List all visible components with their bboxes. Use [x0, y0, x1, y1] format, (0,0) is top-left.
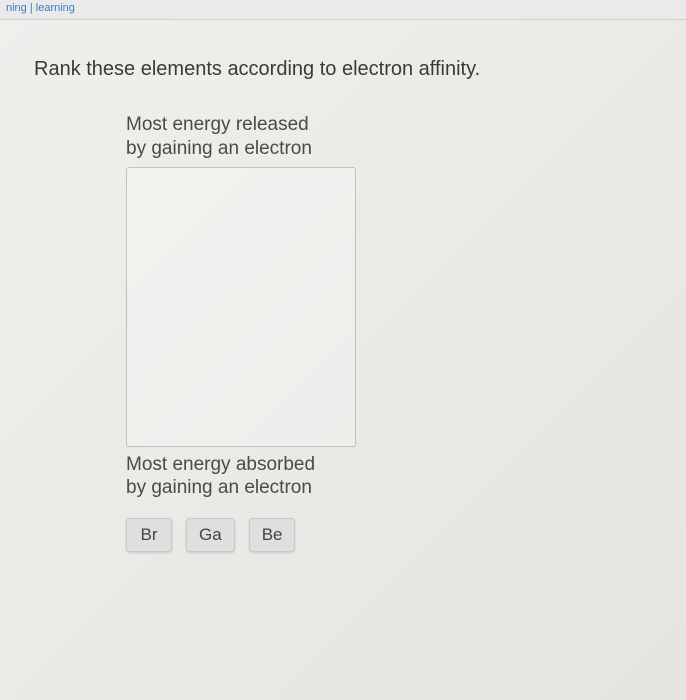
element-tile[interactable]: Ga: [186, 518, 235, 552]
ranking-drop-zone[interactable]: [126, 167, 356, 447]
header-link[interactable]: ning | learning: [6, 2, 75, 14]
page-container: ning | learning Rank these elements acco…: [0, 0, 686, 700]
ranking-container: Most energy released by gaining an elect…: [126, 113, 396, 552]
rank-bottom-label-line2: by gaining an electron: [126, 477, 312, 498]
question-prompt: Rank these elements according to electro…: [34, 58, 652, 81]
element-tile[interactable]: Br: [126, 518, 172, 552]
element-tile[interactable]: Be: [249, 518, 296, 552]
question-area: Rank these elements according to electro…: [0, 20, 686, 572]
rank-top-label: Most energy released by gaining an elect…: [126, 113, 396, 161]
rank-top-label-line1: Most energy released: [126, 114, 309, 135]
rank-bottom-label-line1: Most energy absorbed: [126, 454, 315, 475]
element-tray: Br Ga Be: [126, 518, 396, 552]
rank-top-label-line2: by gaining an electron: [126, 138, 312, 159]
rank-bottom-label: Most energy absorbed by gaining an elect…: [126, 453, 396, 501]
top-link-bar: ning | learning: [0, 0, 686, 20]
